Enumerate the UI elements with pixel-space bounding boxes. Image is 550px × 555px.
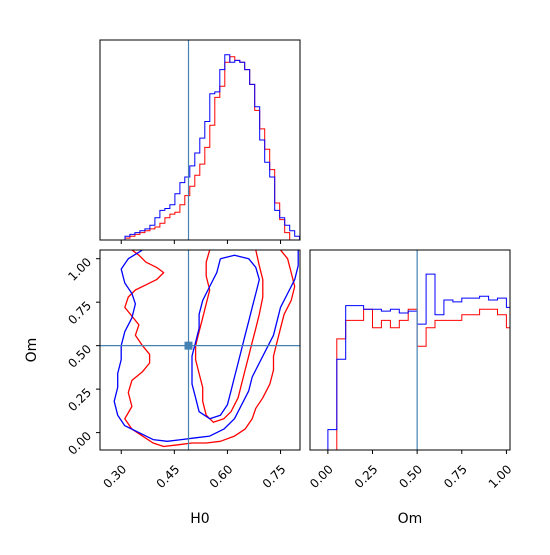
hist-Om [318, 273, 510, 450]
contour-H0-Om-xtick-label-2: 0.60 [207, 462, 236, 491]
hist-Om-series-1-step [318, 273, 510, 450]
hist-Om-xtick-label-0: 0.00 [307, 462, 336, 491]
hist-Om-xlabel: Om [398, 511, 423, 527]
contour-line-2 [113, 250, 299, 442]
truth-marker [184, 341, 193, 350]
contour-plot-area [113, 250, 299, 448]
contour-line-0 [124, 250, 296, 448]
hist-Om-xtick-label-3: 0.75 [441, 462, 470, 491]
contour-ytick-label-0: 0.00 [65, 429, 94, 458]
hist-Om-plot-area [318, 273, 510, 450]
hist-H0 [100, 54, 300, 240]
contour-ytick-label-1: 0.25 [65, 385, 94, 414]
hist-H0-series-1-step [100, 54, 300, 240]
hist-Om-xtick-label-2: 0.50 [396, 462, 425, 491]
hist-Om-series-0-step [318, 308, 510, 450]
contour-xlabel: H0 [190, 511, 209, 527]
contour-H0-Om-xtick-label-0: 0.30 [101, 462, 130, 491]
hist-H0-plot-area [100, 54, 300, 240]
contour-ytick-label-3: 0.75 [65, 298, 94, 327]
hist-H0-frame [99, 39, 301, 241]
hist-H0-series-0-step [100, 56, 300, 240]
hist-Om-xtick-label-1: 0.25 [352, 462, 381, 491]
contour-line-1 [194, 250, 264, 423]
contour-H0-Om-xtick-label-1: 0.45 [154, 462, 183, 491]
contour-ylabel: Om [24, 338, 40, 363]
hist-Om-frame [309, 249, 511, 451]
contour-H0-Om-xtick-label-3: 0.75 [260, 462, 289, 491]
contour-ytick-label-2: 0.50 [65, 342, 94, 371]
contour-line-3 [191, 254, 260, 420]
contour-frame [99, 249, 301, 451]
hist-Om-xtick-label-4: 1.00 [486, 462, 515, 491]
contour-ytick-label-4: 1.00 [65, 255, 94, 284]
contour-H0-Om [100, 250, 300, 450]
